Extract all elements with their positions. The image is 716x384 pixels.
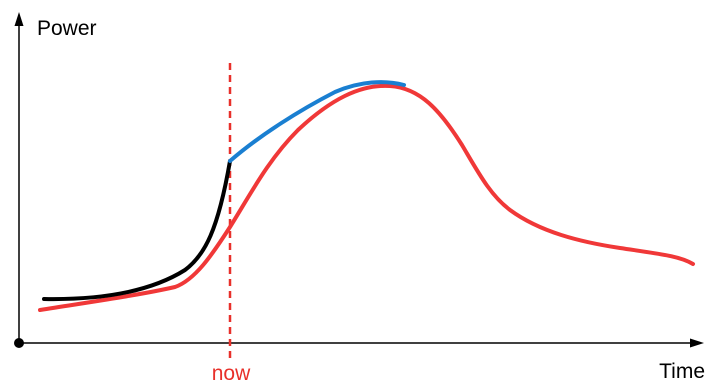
x-axis-label: Time [659, 360, 705, 383]
forecast-power-curve [228, 80, 406, 163]
origin-dot [14, 338, 24, 348]
y-axis-label: Power [37, 17, 97, 40]
axes [14, 12, 704, 348]
actual-power-curve [38, 83, 695, 312]
now-label: now [212, 362, 251, 384]
y-axis-arrowhead [14, 12, 24, 26]
x-axis-arrowhead [690, 338, 704, 348]
historical-power-curve [42, 159, 232, 302]
